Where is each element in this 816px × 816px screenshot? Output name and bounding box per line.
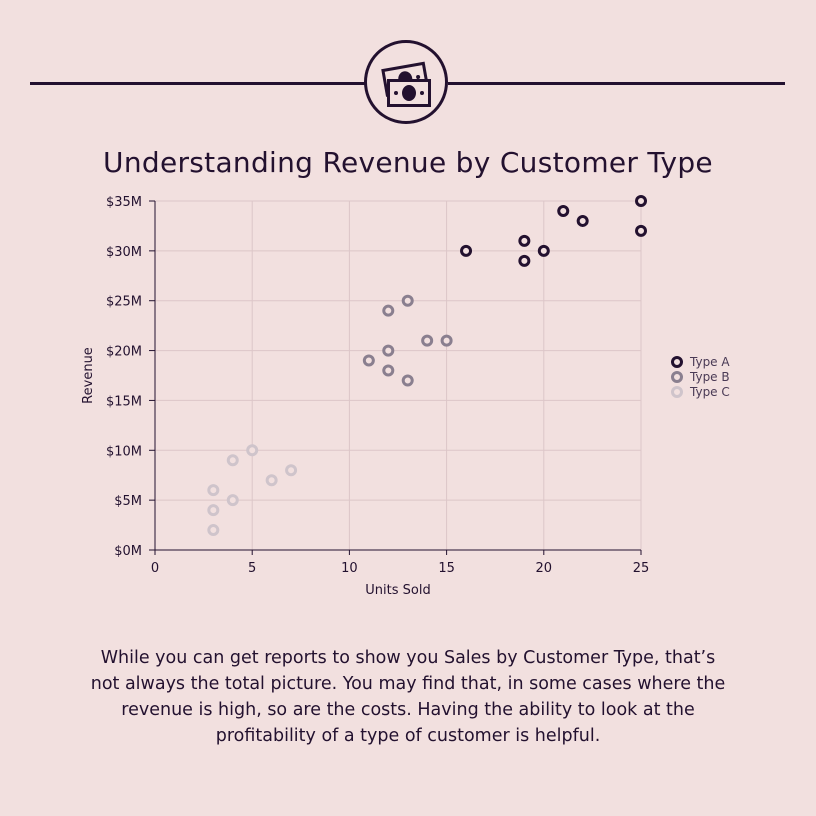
data-point-type-c [246, 444, 259, 457]
description-paragraph: While you can get reports to show you Sa… [90, 648, 726, 746]
data-point-type-b [382, 364, 395, 377]
y-axis-label: Revenue [81, 347, 96, 404]
y-tick-label: $10M [106, 444, 142, 459]
data-point-type-a [635, 224, 647, 237]
data-point-type-a [635, 195, 647, 207]
legend-marker [671, 386, 683, 398]
chart-title: Understanding Revenue by Customer Type [103, 146, 713, 179]
x-axis-label: Units Sold [365, 583, 430, 598]
data-point-type-b [401, 374, 414, 387]
legend-marker [671, 356, 683, 368]
x-tick-label: 0 [151, 561, 159, 576]
data-point-type-c [207, 524, 220, 537]
data-point-type-b [382, 344, 395, 357]
legend-label: Type A [689, 355, 730, 369]
x-tick-label: 25 [633, 561, 650, 576]
chart-axes [154, 201, 641, 551]
data-point-type-c [265, 474, 278, 487]
data-point-type-b [382, 304, 395, 317]
data-point-type-a [557, 204, 570, 217]
scatter-chart: 0 5 10 15 20 25 $0M $5M $10M $15M $20M $25M $30M $35M… [81, 195, 730, 598]
header-rule-right [448, 82, 785, 85]
y-tick-label: $35M [106, 195, 142, 210]
y-tick-label: $20M [106, 345, 142, 360]
data-point-type-c [226, 494, 239, 507]
money-badge [364, 40, 448, 124]
data-point-type-b [421, 334, 434, 347]
data-point-type-a [518, 254, 531, 267]
y-tick-label: $15M [106, 394, 142, 409]
data-point-type-c [207, 484, 220, 497]
chart-points [207, 195, 647, 537]
data-point-type-b [362, 354, 375, 367]
y-tick-label: $0M [114, 544, 142, 559]
chart-ticks: 0 5 10 15 20 25 $0M $5M $10M $15M $20M $25M $30M $35M [106, 195, 649, 576]
legend-marker [671, 371, 683, 383]
x-tick-label: 20 [536, 561, 553, 576]
data-point-type-c [285, 464, 298, 477]
legend-label: Type B [689, 370, 730, 384]
data-point-type-b [440, 334, 453, 347]
x-tick-label: 5 [248, 561, 256, 576]
data-point-type-a [537, 244, 550, 257]
data-point-type-c [226, 454, 239, 467]
data-point-type-a [518, 234, 531, 247]
data-point-type-b [401, 294, 414, 307]
x-tick-label: 15 [438, 561, 455, 576]
y-tick-label: $25M [106, 295, 142, 310]
y-tick-label: $30M [106, 245, 142, 260]
x-tick-label: 10 [341, 561, 358, 576]
data-point-type-c [207, 504, 220, 517]
y-tick-label: $5M [114, 494, 142, 509]
data-point-type-a [576, 214, 589, 227]
data-point-type-a [460, 244, 473, 257]
money-bills-icon [381, 61, 431, 107]
header-rule-left [30, 82, 366, 85]
legend-label: Type C [689, 385, 730, 399]
